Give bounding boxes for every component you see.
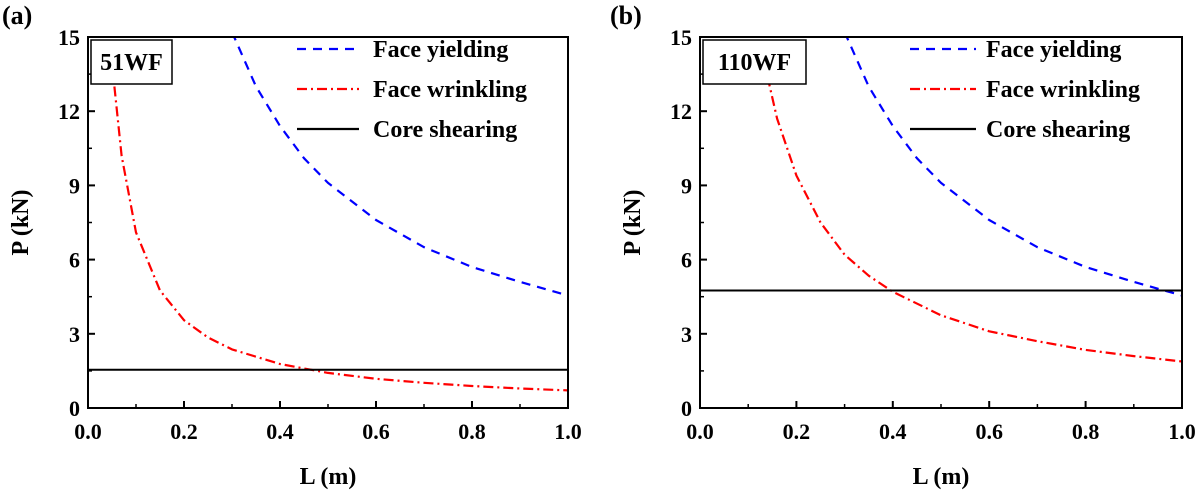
y-tick-label: 6 — [681, 248, 692, 273]
x-axis-title: L (m) — [913, 464, 970, 490]
x-tick-label: 0.4 — [879, 419, 907, 444]
y-tick-label: 15 — [670, 25, 692, 50]
x-tick-label: 0.8 — [458, 419, 486, 444]
legend-label: Core shearing — [986, 117, 1130, 143]
chart-panel-2: (b) 0.0 0.2 0.4 0.6 0.8 1.0 0 3 6 9 12 15 L (m) P (kN)… — [610, 1, 1196, 490]
panel-label: (a) — [2, 1, 32, 30]
x-tick-label: 1.0 — [1168, 419, 1196, 444]
x-tick-label: 0.6 — [362, 419, 390, 444]
legend-label: Face yielding — [986, 37, 1121, 63]
x-tick-label: 0.2 — [783, 419, 811, 444]
sample-label-box — [90, 39, 173, 85]
y-tick-label: 12 — [670, 99, 692, 124]
legend-label: Face wrinkling — [373, 77, 527, 103]
sample-label-box — [702, 39, 807, 85]
y-tick-label: 0 — [681, 396, 692, 421]
sample-label: 110WF — [718, 50, 791, 76]
x-tick-label: 0.6 — [975, 419, 1003, 444]
y-tick-label: 0 — [69, 396, 80, 421]
y-tick-label: 3 — [69, 322, 80, 347]
x-tick-label: 0.0 — [686, 419, 714, 444]
x-tick-label: 0.2 — [170, 419, 198, 444]
series-line-face-yielding — [232, 37, 568, 297]
series-line-face-wrinkling — [766, 76, 1182, 363]
y-tick-label: 12 — [58, 99, 80, 124]
x-axis-title: L (m) — [300, 464, 357, 490]
y-tick-label: 9 — [681, 173, 692, 198]
x-tick-label: 0.8 — [1072, 419, 1100, 444]
sample-label: 51WF — [100, 50, 163, 76]
legend-label: Core shearing — [373, 117, 517, 143]
legend-label: Face yielding — [373, 37, 508, 63]
y-axis-title: P (kN) — [8, 190, 34, 256]
y-axis-title: P (kN) — [620, 190, 646, 256]
x-tick-label: 0.0 — [74, 419, 102, 444]
legend-label: Face wrinkling — [986, 77, 1140, 103]
y-tick-label: 3 — [681, 322, 692, 347]
series-line-face-wrinkling — [113, 86, 568, 392]
y-tick-label: 9 — [69, 173, 80, 198]
series-line-face-yielding — [845, 37, 1182, 297]
chart-panel-1: (a) 0.0 0.2 0.4 0.6 0.8 1.0 0 3 6 9 12 15 L (m) P (kN)… — [2, 1, 582, 490]
x-tick-label: 0.4 — [266, 419, 294, 444]
x-tick-label: 1.0 — [554, 419, 582, 444]
panel-label: (b) — [610, 1, 642, 30]
y-tick-label: 15 — [58, 25, 80, 50]
y-tick-label: 6 — [69, 248, 80, 273]
